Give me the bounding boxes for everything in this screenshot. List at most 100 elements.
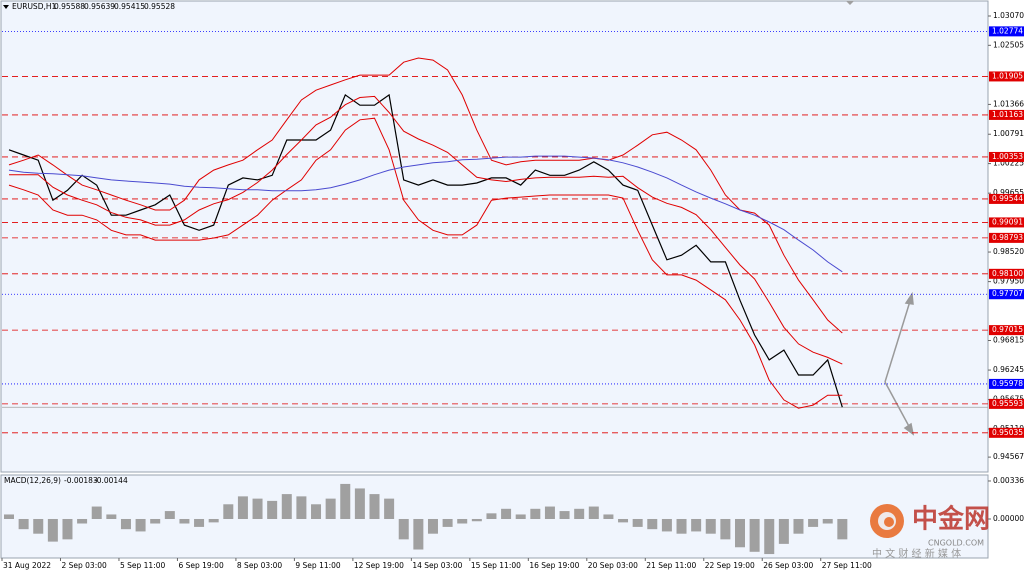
level-label: 0.95035 [992, 428, 1023, 437]
macd-bar [413, 518, 424, 550]
level-label: 0.97015 [992, 325, 1023, 334]
y-tick-label: 1.02505 [993, 40, 1024, 49]
arrow-head [904, 291, 914, 305]
macd-bar [618, 518, 629, 523]
level-label-box [989, 71, 1024, 82]
macd-bar [281, 494, 292, 519]
macd-bar [661, 518, 672, 532]
series-line [9, 95, 843, 365]
macd-bar [501, 508, 512, 519]
level-label-box [989, 109, 1024, 120]
level-label: 1.01905 [992, 71, 1023, 80]
level-label: 0.95593 [992, 399, 1023, 408]
macd-bar [150, 518, 161, 524]
x-tick-label: 9 Sep 11:00 [295, 561, 341, 570]
series-line [8, 57, 843, 334]
level-label-box [989, 232, 1024, 243]
x-tick-label: 27 Sep 11:00 [822, 561, 872, 570]
macd-bar [559, 511, 570, 519]
macd-bar [252, 498, 263, 519]
macd-bar [106, 514, 117, 519]
ohlc-value: 0.95528 [144, 2, 175, 11]
macd-title: MACD(12,26,9) [4, 476, 61, 485]
symbol-marker [3, 5, 9, 9]
level-label-box [989, 427, 1024, 438]
x-tick-label: 14 Sep 03:00 [412, 561, 462, 570]
watermark-brand: 中金网 [912, 504, 990, 535]
level-label: 0.97707 [992, 289, 1023, 298]
macd-bar [720, 518, 731, 540]
level-label-box [989, 268, 1024, 279]
macd-bar [47, 518, 58, 542]
macd-bar [135, 518, 146, 532]
watermark-site: CNGOLD.COM [928, 539, 984, 548]
x-tick-label: 5 Sep 11:00 [120, 561, 166, 570]
y-tick-label: 0.97950 [993, 277, 1024, 286]
macd-bar [369, 494, 380, 519]
series-line [8, 117, 843, 409]
x-tick-label: 16 Sep 19:00 [529, 561, 579, 570]
macd-bar [588, 506, 599, 519]
macd-bar [793, 518, 804, 534]
level-label: 0.98793 [992, 233, 1023, 242]
watermark: 中金网 CNGOLD.COM 中 文 财 经 新 媒 体 [870, 504, 990, 560]
macd-bar [223, 504, 234, 519]
y-tick-label: 1.01366 [993, 99, 1024, 108]
macd-bar [632, 518, 643, 527]
macd-value: -0.00183 [64, 476, 98, 485]
macd-bar [296, 496, 307, 519]
macd-bar [77, 518, 88, 524]
macd-bar [544, 506, 555, 519]
macd-bar [764, 518, 775, 555]
y-tick-label: 1.00791 [993, 129, 1024, 138]
macd-bar [471, 518, 482, 522]
macd-bar [164, 511, 175, 519]
macd-bar [574, 508, 585, 519]
level-label-box [989, 151, 1024, 162]
macd-bar [340, 483, 351, 519]
macd-bar [120, 518, 131, 530]
macd-bar [237, 496, 248, 519]
arrow-head [903, 422, 915, 436]
macd-bar [442, 518, 453, 527]
level-label: 0.98100 [992, 269, 1023, 278]
level-label: 1.01163 [992, 110, 1023, 119]
x-tick-label: 2 Sep 03:00 [61, 561, 107, 570]
macd-bar [808, 518, 819, 527]
level-label-box [989, 325, 1024, 336]
y-tick-label: 0.00000 [993, 514, 1024, 523]
macd-bar [486, 513, 497, 519]
watermark-slogan: 中 文 财 经 新 媒 体 [872, 547, 961, 560]
signal-value: -0.00144 [94, 476, 128, 485]
macd-bar [705, 518, 716, 534]
macd-bar [208, 518, 219, 523]
forecast-arrows [884, 291, 915, 436]
level-label-box [989, 378, 1024, 389]
x-tick-label: 26 Sep 03:00 [763, 561, 813, 570]
macd-bar [822, 518, 833, 524]
ohlc-value: 0.95588 [54, 2, 85, 11]
arrow-up [884, 297, 912, 383]
macd-bar [384, 498, 395, 519]
macd-bar [515, 514, 526, 519]
macd-bar [311, 504, 322, 519]
logo-core [884, 517, 894, 527]
macd-bar [398, 518, 409, 540]
macd-bar [4, 514, 14, 519]
y-tick-label: 1.03070 [993, 11, 1024, 20]
shift-marker [846, 1, 854, 5]
macd-bar [749, 518, 760, 552]
macd-bar [647, 518, 658, 530]
x-tick-label: 21 Sep 11:00 [646, 561, 696, 570]
macd-bar [62, 518, 73, 540]
macd-bar [530, 508, 541, 519]
x-tick-label: 15 Sep 11:00 [471, 561, 521, 570]
level-label: 1.02774 [992, 26, 1023, 35]
macd-bar [837, 518, 848, 540]
macd-bar [18, 518, 29, 530]
macd-bar [676, 518, 687, 534]
x-tick-label: 12 Sep 19:00 [354, 561, 404, 570]
macd-bar [778, 518, 789, 544]
macd-bar [427, 518, 438, 534]
